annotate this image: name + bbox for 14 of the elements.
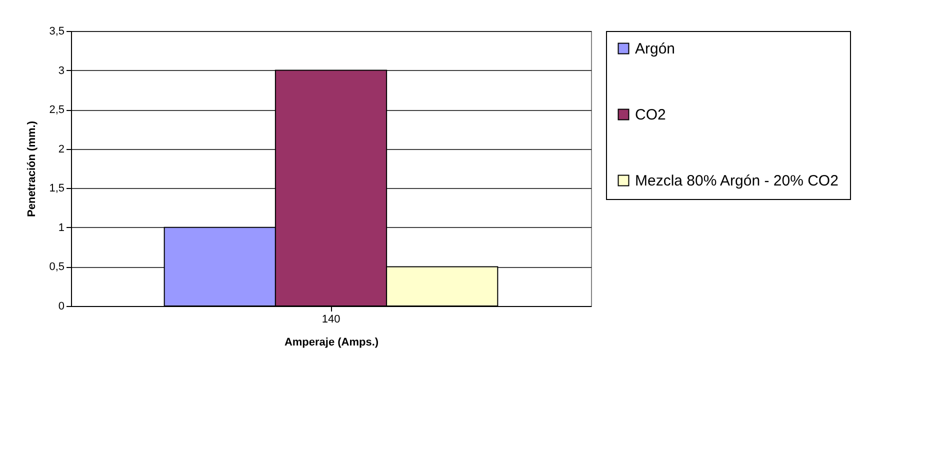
legend-label: Argón <box>635 40 676 58</box>
legend-label: CO2 <box>635 106 666 124</box>
y-tick-label: 1,5 <box>49 182 64 195</box>
y-tick-label: 3,5 <box>49 26 64 38</box>
y-tick-label: 1 <box>58 222 64 234</box>
x-tick-label: 140 <box>322 314 340 326</box>
y-tick-label: 0,5 <box>49 261 64 274</box>
legend-label: Mezcla 80% Argón - 20% CO2 <box>635 172 838 190</box>
y-tick-label: 2,5 <box>49 104 64 116</box>
y-axis-title: Penetración (mm.) <box>26 120 38 217</box>
x-axis-title: Amperaje (Amps.) <box>284 336 379 348</box>
y-tick-label: 0 <box>58 300 64 312</box>
y-tick-label: 2 <box>58 143 64 156</box>
y-tick-label: 3 <box>58 64 64 77</box>
